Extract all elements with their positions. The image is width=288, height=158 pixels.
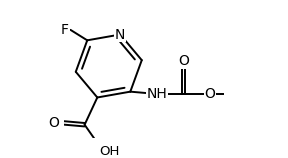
Text: OH: OH bbox=[99, 145, 120, 158]
Text: NH: NH bbox=[147, 87, 167, 101]
Text: O: O bbox=[49, 116, 59, 130]
Text: O: O bbox=[205, 87, 215, 101]
Text: F: F bbox=[61, 22, 69, 36]
Text: N: N bbox=[115, 27, 125, 42]
Text: O: O bbox=[178, 54, 189, 68]
